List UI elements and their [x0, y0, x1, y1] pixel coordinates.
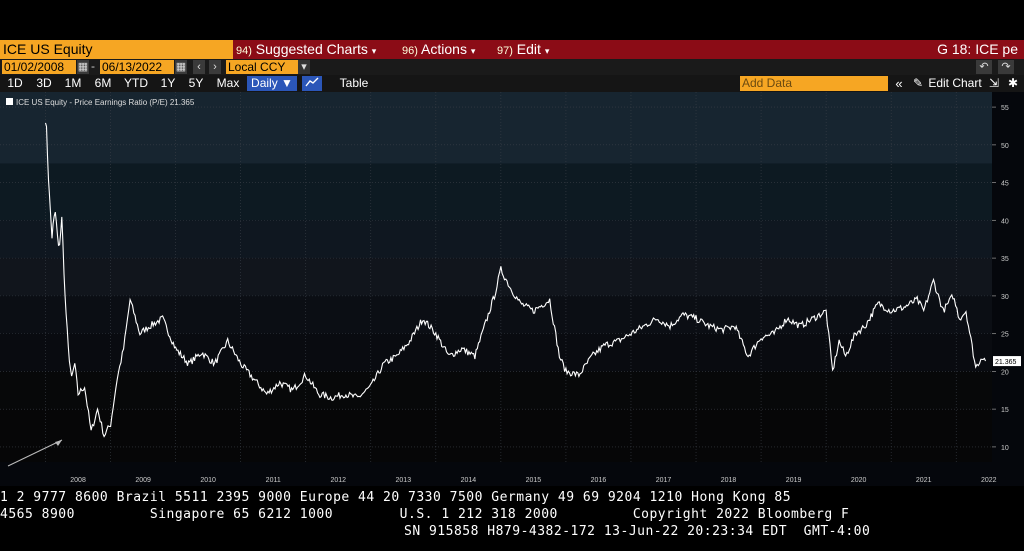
menu-number: 97): [497, 45, 513, 57]
last-value-box: [993, 356, 1021, 367]
x-tick-label: 2016: [591, 477, 607, 484]
chevron-left-icon[interactable]: ‹: [193, 60, 205, 74]
line-chart-icon[interactable]: [302, 76, 322, 91]
menu-label: Edit: [516, 41, 541, 57]
y-tick-label: 45: [1001, 181, 1009, 188]
function-bar: [0, 40, 1024, 59]
add-data-input[interactable]: Add Data: [740, 76, 888, 91]
collapse-icon[interactable]: «: [895, 76, 903, 91]
range-5y-button[interactable]: 5Y: [188, 76, 204, 90]
edit-chart-button[interactable]: Edit Chart: [928, 76, 982, 90]
chart-band: [0, 333, 992, 372]
y-tick-label: 10: [1001, 445, 1009, 452]
end-date-input[interactable]: 06/13/2022: [100, 60, 174, 74]
y-tick-label: 20: [1001, 369, 1009, 376]
table-button[interactable]: Table: [339, 76, 369, 90]
chart-band: [0, 163, 992, 221]
menu-number: 94): [236, 45, 252, 57]
legend-swatch: [6, 98, 13, 105]
chevron-down-icon: ▾: [470, 46, 476, 56]
chart-band: [0, 220, 992, 259]
menu-number: 96): [402, 45, 418, 57]
security-field[interactable]: ICE US Equity: [0, 40, 233, 59]
y-tick-label: 35: [1001, 256, 1009, 263]
y-tick-label: 50: [1001, 143, 1009, 150]
x-tick-label: 2022: [981, 477, 997, 484]
y-tick-label: 55: [1001, 105, 1009, 112]
series-line: [44, 122, 987, 438]
range-max-button[interactable]: Max: [216, 76, 240, 90]
footer-line-1: 1 2 9777 8600 Brazil 5511 2395 9000 Euro…: [0, 490, 792, 505]
x-tick-label: 2009: [135, 477, 151, 484]
last-value-label: 21.365: [995, 359, 1017, 366]
range-1y-button[interactable]: 1Y: [160, 76, 176, 90]
gear-icon[interactable]: ✱: [1007, 76, 1019, 90]
chevron-down-icon: ▾: [371, 46, 377, 56]
chevron-down-icon[interactable]: ▾: [298, 60, 310, 74]
range-1m-button[interactable]: 1M: [64, 76, 82, 90]
y-tick-label: 40: [1001, 218, 1009, 225]
annotate-icon[interactable]: ⇲: [988, 76, 1000, 90]
chevron-right-icon[interactable]: ›: [209, 60, 221, 74]
page-title: G 18: ICE pe: [937, 41, 1018, 57]
footer-line-3: SN 915858 H879-4382-172 13-Jun-22 20:23:…: [404, 524, 871, 539]
chart-area: 10 15 20 25 30 35 40 45 50 55 2008 2009 2010 2011 201…: [0, 92, 1024, 486]
range-ytd-button[interactable]: YTD: [124, 76, 148, 90]
y-tick-label: 30: [1001, 294, 1009, 301]
x-tick-label: 2020: [851, 477, 867, 484]
edit-menu[interactable]: 97) Edit ▾: [497, 40, 549, 59]
annotation-arrowhead: [55, 440, 62, 446]
y-tick-label: 15: [1001, 407, 1009, 414]
range-3d-button[interactable]: 3D: [36, 76, 52, 90]
undo-icon[interactable]: ↶: [976, 60, 992, 74]
redo-icon[interactable]: ↷: [998, 60, 1014, 74]
legend-label: ICE US Equity - Price Earnings Ratio (P/…: [16, 98, 195, 107]
date-separator: -: [91, 59, 95, 73]
x-tick-label: 2015: [526, 477, 542, 484]
x-tick-label: 2018: [721, 477, 737, 484]
x-tick-label: 2021: [916, 477, 932, 484]
chart-band: [0, 371, 992, 410]
range-6m-button[interactable]: 6M: [94, 76, 112, 90]
calendar-icon[interactable]: ▦: [175, 60, 187, 74]
chart-band: [0, 409, 992, 462]
pe-ratio-chart: 10 15 20 25 30 35 40 45 50 55 2008 2009 2010 2011 201…: [0, 92, 1024, 486]
suggested-charts-menu[interactable]: 94) Suggested Charts ▾: [236, 40, 376, 59]
x-tick-label: 2017: [656, 477, 672, 484]
x-tick-label: 2019: [786, 477, 802, 484]
calendar-icon[interactable]: ▦: [77, 60, 89, 74]
range-1d-button[interactable]: 1D: [7, 76, 23, 90]
start-date-input[interactable]: 01/02/2008: [2, 60, 76, 74]
x-tick-label: 2014: [461, 477, 477, 484]
pencil-icon[interactable]: ✎: [912, 76, 924, 90]
x-tick-label: 2013: [396, 477, 412, 484]
footer-line-2: 4565 8900 Singapore 65 6212 1000 U.S. 1 …: [0, 507, 850, 522]
chart-band: [0, 92, 992, 164]
x-tick-label: 2010: [200, 477, 216, 484]
x-tick-label: 2011: [266, 477, 281, 484]
actions-menu[interactable]: 96) Actions ▾: [402, 40, 475, 59]
currency-select[interactable]: Local CCY: [226, 60, 298, 74]
x-tick-label: 2012: [330, 477, 346, 484]
menu-label: Suggested Charts: [255, 41, 368, 57]
annotation-arrow: [7, 439, 63, 467]
chevron-down-icon: ▾: [544, 46, 550, 56]
menu-label: Actions: [421, 41, 467, 57]
y-tick-label: 25: [1001, 332, 1009, 339]
frequency-select[interactable]: Daily ▼: [247, 76, 297, 91]
x-tick-label: 2008: [70, 477, 86, 484]
